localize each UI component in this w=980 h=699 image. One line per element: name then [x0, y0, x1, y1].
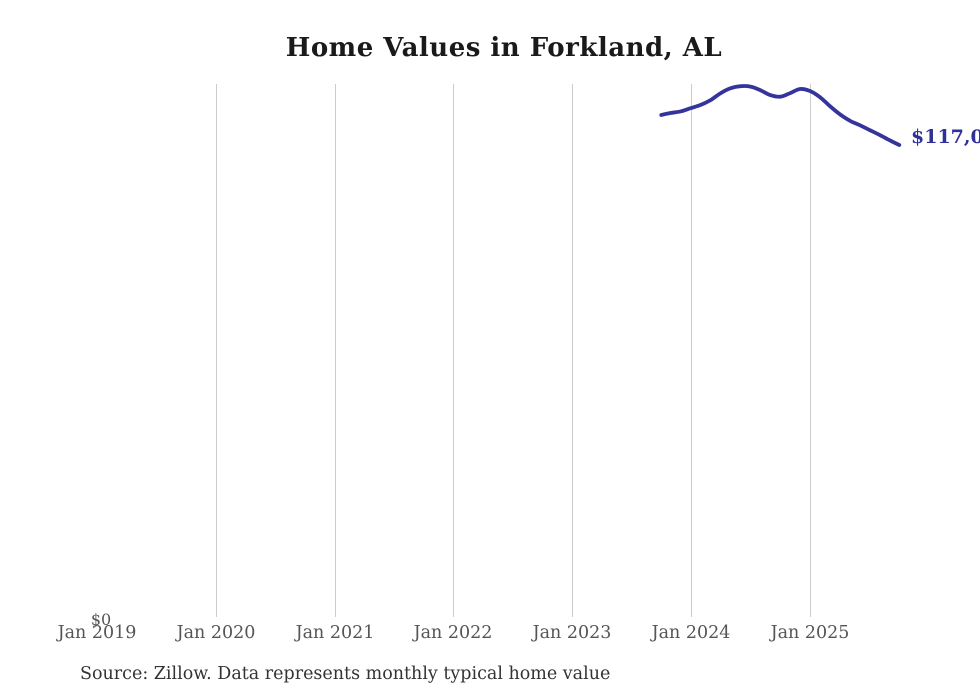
x-tick-label: Jan 2020: [176, 623, 256, 643]
x-tick-label: Jan 2019: [57, 623, 137, 643]
chart-title: Home Values in Forkland, AL: [285, 33, 723, 63]
x-tick-label: Jan 2021: [295, 623, 375, 643]
x-tick-label: Jan 2025: [770, 623, 850, 643]
year-gridline: [810, 84, 811, 617]
year-gridline: [691, 84, 692, 617]
y-axis-zero-label: $0: [90, 610, 112, 629]
year-gridline: [453, 84, 454, 617]
x-tick-label: Jan 2024: [651, 623, 731, 643]
x-tick-label: Jan 2022: [413, 623, 493, 643]
home-values-line: [659, 84, 902, 147]
year-gridline: [216, 84, 217, 617]
x-tick-label: Jan 2023: [532, 623, 612, 643]
year-gridline: [335, 84, 336, 617]
latest-value-label: $117,095: [911, 126, 980, 148]
year-gridline: [572, 84, 573, 617]
source-note: Source: Zillow. Data represents monthly …: [80, 664, 611, 684]
